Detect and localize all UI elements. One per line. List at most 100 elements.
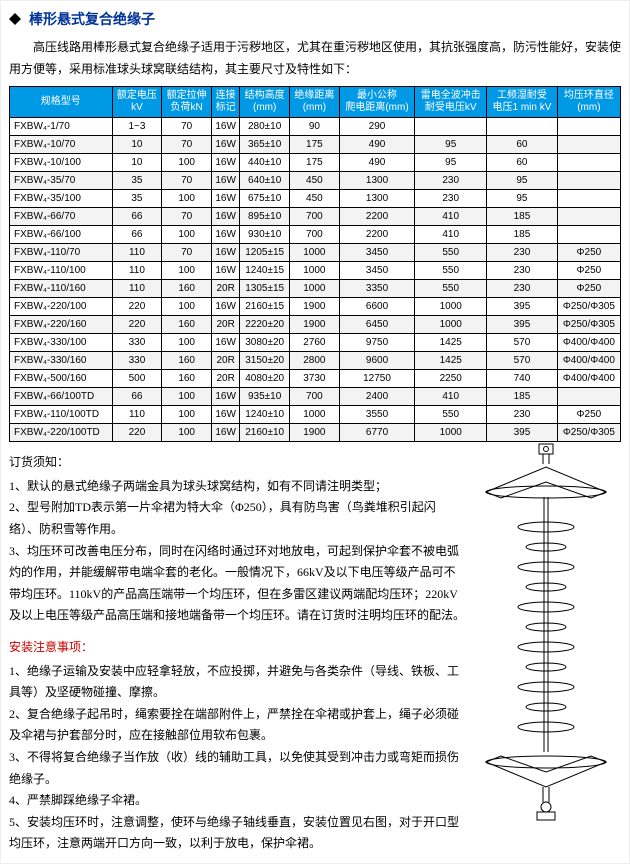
table-cell: 1900	[290, 316, 340, 334]
table-cell: 110	[112, 244, 162, 262]
table-cell: 160	[162, 370, 212, 388]
table-row: FXBW₄-220/100TD22010016W2160±10190067701…	[10, 424, 621, 442]
table-header-cell: 额定拉伸负荷kN	[162, 87, 212, 118]
table-header-cell: 绝缘距离(mm)	[290, 87, 340, 118]
order-label: 订货须知：	[9, 452, 465, 474]
table-row: FXBW₄-110/16011016020R1305±1510003350550…	[10, 280, 621, 298]
table-cell: 175	[290, 154, 340, 172]
table-cell: 2160±15	[240, 298, 290, 316]
table-cell: 1205±15	[240, 244, 290, 262]
table-cell: Φ250	[557, 406, 620, 424]
table-cell: 3550	[339, 406, 415, 424]
table-cell: FXBW₄-330/100	[10, 334, 113, 352]
table-cell: 410	[415, 388, 487, 406]
table-cell: 1000	[415, 424, 487, 442]
table-cell: 740	[487, 370, 558, 388]
table-cell: 2800	[290, 352, 340, 370]
table-cell: FXBW₄-35/100	[10, 190, 113, 208]
table-cell	[557, 136, 620, 154]
table-cell: 3450	[339, 244, 415, 262]
table-cell: 185	[487, 388, 558, 406]
table-cell: 3350	[339, 280, 415, 298]
table-cell: 330	[112, 334, 162, 352]
table-cell	[557, 172, 620, 190]
table-header-cell: 雷电全波冲击耐受电压kV	[415, 87, 487, 118]
table-cell: 110	[112, 262, 162, 280]
table-cell: 2760	[290, 334, 340, 352]
notes-text: 订货须知： 1、默认的悬式绝缘子两端金具为球头球窝结构，如有不同请注明类型；2、…	[9, 442, 465, 855]
table-header-cell: 规格型号	[10, 87, 113, 118]
table-cell: 20R	[212, 370, 240, 388]
table-row: FXBW₄-500/16050016020R4080±2037301275022…	[10, 370, 621, 388]
table-cell: 185	[487, 208, 558, 226]
table-cell: 230	[487, 406, 558, 424]
page-title: 棒形悬式复合绝缘子	[29, 9, 155, 29]
table-cell	[487, 118, 558, 136]
table-cell: 930±10	[240, 226, 290, 244]
table-row: FXBW₄-66/70667016W895±107002200410185	[10, 208, 621, 226]
table-cell: 90	[290, 118, 340, 136]
table-cell: 1240±15	[240, 262, 290, 280]
table-cell: FXBW₄-330/160	[10, 352, 113, 370]
table-row: FXBW₄-10/1001010016W440±101754909560	[10, 154, 621, 172]
table-cell: 2220±20	[240, 316, 290, 334]
table-cell: 550	[415, 244, 487, 262]
table-cell: FXBW₄-10/100	[10, 154, 113, 172]
order-note-item: 1、默认的悬式绝缘子两端金具为球头球窝结构，如有不同请注明类型；	[9, 476, 465, 498]
table-cell: 16W	[212, 154, 240, 172]
table-cell: 220	[112, 298, 162, 316]
table-row: FXBW₄-110/701107016W1205±151000345055023…	[10, 244, 621, 262]
table-cell: 20R	[212, 352, 240, 370]
table-cell: 16W	[212, 208, 240, 226]
table-cell: 1000	[415, 316, 487, 334]
table-cell: 490	[339, 136, 415, 154]
table-cell: FXBW₄-66/100TD	[10, 388, 113, 406]
table-cell: 95	[487, 172, 558, 190]
table-cell: 220	[112, 424, 162, 442]
table-cell: 100	[162, 406, 212, 424]
table-cell: FXBW₄-10/70	[10, 136, 113, 154]
table-cell	[557, 388, 620, 406]
table-cell: 16W	[212, 262, 240, 280]
table-cell: 100	[162, 388, 212, 406]
table-cell: 10	[112, 136, 162, 154]
table-cell	[415, 118, 487, 136]
table-cell: Φ250	[557, 244, 620, 262]
table-cell: 6450	[339, 316, 415, 334]
table-cell: 395	[487, 316, 558, 334]
table-cell: 230	[487, 280, 558, 298]
table-cell: 60	[487, 136, 558, 154]
table-cell: 10	[112, 154, 162, 172]
table-cell	[557, 190, 620, 208]
table-cell: FXBW₄-220/160	[10, 316, 113, 334]
table-cell: 16W	[212, 244, 240, 262]
table-cell: 1300	[339, 190, 415, 208]
table-cell: 160	[162, 316, 212, 334]
table-cell: 95	[415, 136, 487, 154]
table-cell: 3730	[290, 370, 340, 388]
table-cell: Φ250/Φ305	[557, 298, 620, 316]
table-row: FXBW₄-1/701~37016W280±1090290	[10, 118, 621, 136]
table-cell: Φ250	[557, 280, 620, 298]
table-cell: 550	[415, 262, 487, 280]
order-note-item: 3、均压环可改善电压分布，同时在闪络时通过环对地放电，可起到保护伞套不被电弧灼的…	[9, 541, 465, 627]
table-cell: 6770	[339, 424, 415, 442]
install-note-item: 5、安装均压环时，注意调整，使环与绝缘子轴线垂直，安装位置见右图，对于开口型均压…	[9, 812, 465, 855]
table-cell: FXBW₄-110/160	[10, 280, 113, 298]
table-cell: 66	[112, 226, 162, 244]
table-cell: 1~3	[112, 118, 162, 136]
table-cell: Φ400/Φ400	[557, 370, 620, 388]
table-cell: FXBW₄-35/70	[10, 172, 113, 190]
install-notes: 1、绝缘子运输及安装中应轻拿轻放，不应投掷，并避免与各类杂件（导线、铁板、工具等…	[9, 661, 465, 855]
table-cell: 3150±20	[240, 352, 290, 370]
table-cell: 490	[339, 154, 415, 172]
table-header-cell: 额定电压kV	[112, 87, 162, 118]
table-cell: 110	[112, 406, 162, 424]
table-cell: 1300	[339, 172, 415, 190]
table-cell: 1240±10	[240, 406, 290, 424]
table-cell: 16W	[212, 136, 240, 154]
install-note-item: 4、严禁脚踩绝缘子伞裙。	[9, 790, 465, 812]
table-cell: FXBW₄-66/70	[10, 208, 113, 226]
table-cell: 16W	[212, 190, 240, 208]
table-cell: FXBW₄-1/70	[10, 118, 113, 136]
